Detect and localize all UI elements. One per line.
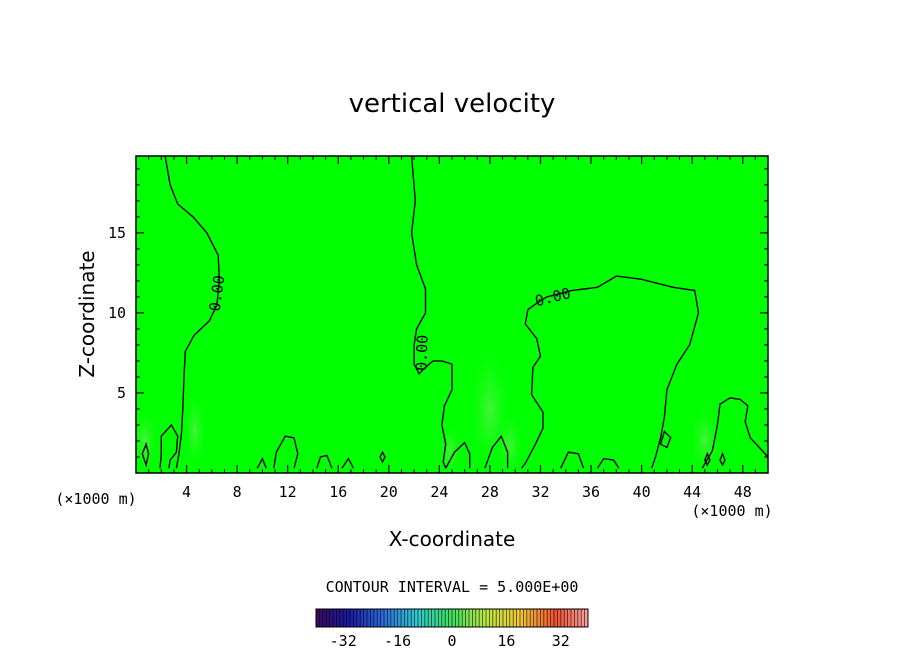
closed-contour	[141, 441, 150, 468]
colorbar-tick-label: -16	[384, 632, 411, 650]
x-tick-label: 16	[329, 483, 347, 501]
y-tick-label: 10	[108, 304, 126, 322]
contour-lines	[141, 156, 768, 469]
x-tick-label: 44	[683, 483, 701, 501]
contour-line	[273, 435, 299, 469]
heatmap-field	[136, 156, 768, 473]
contour-line	[316, 454, 333, 469]
closed-contour	[719, 451, 726, 467]
x-tick-label: 4	[182, 483, 191, 501]
closed-contour	[659, 430, 672, 449]
closed-contour	[704, 451, 711, 467]
x-unit-left: (×1000 m)	[55, 490, 136, 508]
contour-line	[164, 156, 221, 469]
y-axis-ticks: 5 10 15	[108, 168, 768, 458]
contour-label: 0.00	[206, 274, 229, 312]
colorbar-tick-label: 0	[447, 632, 456, 650]
y-tick-label: 5	[117, 384, 126, 402]
contour-line	[159, 423, 179, 469]
chart-title: vertical velocity	[349, 89, 556, 119]
contour-line	[701, 397, 768, 469]
x-tick-label: 40	[633, 483, 651, 501]
colorbar-tick-label: 16	[497, 632, 515, 650]
closed-contour	[379, 450, 386, 464]
contour-line	[341, 457, 355, 469]
y-axis-label: Z-coordinate	[75, 250, 99, 377]
contour-line	[484, 434, 509, 469]
contour-line	[256, 456, 267, 469]
contour-line	[527, 275, 700, 469]
x-tick-label: 32	[531, 483, 549, 501]
contour-interval-text: CONTOUR INTERVAL = 5.000E+00	[326, 578, 579, 596]
y-tick-label: 15	[108, 224, 126, 242]
x-tick-label: 28	[481, 483, 499, 501]
x-tick-label: 36	[582, 483, 600, 501]
colorbar-ticks: -32 -16 0 16 32	[330, 632, 570, 650]
x-tick-label: 48	[734, 483, 752, 501]
x-tick-label: 20	[380, 483, 398, 501]
contour-line	[410, 156, 453, 469]
colorbar-tick-label: -32	[330, 632, 357, 650]
x-unit-right: (×1000 m)	[691, 502, 772, 520]
x-axis-ticks: 4 8 12 16 20 24 28 32 36 40 44 48	[148, 156, 756, 501]
x-tick-label: 24	[430, 483, 448, 501]
x-axis-label: X-coordinate	[389, 527, 516, 551]
contour-line	[520, 309, 544, 469]
colorbar-tick-label: 32	[552, 632, 570, 650]
x-tick-label: 12	[279, 483, 297, 501]
contour-line	[560, 451, 585, 469]
x-tick-label: 8	[233, 483, 242, 501]
colorbar-bands	[318, 609, 585, 627]
contour-label: 0.00	[412, 334, 431, 371]
contour-line	[445, 441, 471, 469]
contour-line	[596, 457, 620, 469]
contour-labels: 0.00 0.00 0.00	[206, 274, 573, 371]
